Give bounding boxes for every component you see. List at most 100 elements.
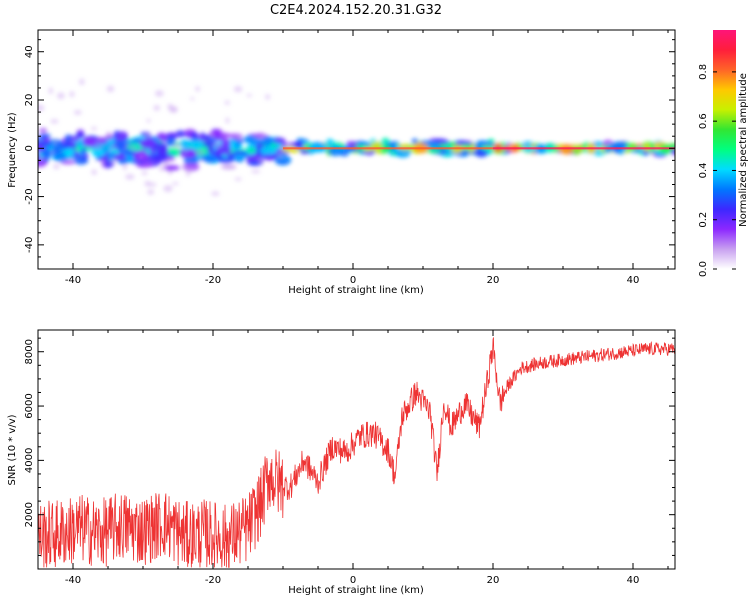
- spectrogram-cell: [141, 171, 148, 176]
- colorbar-ticks: 0.0 0.2 0.4 0.6 0.8: [698, 64, 736, 277]
- spectrogram-cell: [258, 157, 265, 165]
- spectrogram-cell: [38, 157, 45, 161]
- y-tick-label: 8000: [24, 339, 35, 364]
- x-tick-label: 0: [350, 275, 356, 286]
- spectrogram-panel: -40 -20 0 20 40 -40 -20 0 20 40 Height of straig…: [7, 29, 676, 296]
- spectrogram-cell: [152, 142, 168, 153]
- spectrogram-cell: [122, 163, 128, 171]
- spectrogram-cell: [345, 141, 358, 148]
- spectrogram-cell: [171, 181, 179, 186]
- spectrogram-cell: [95, 137, 108, 144]
- spectrogram-x-label: Height of straight line (km): [288, 285, 424, 296]
- spectrogram-cell: [254, 132, 267, 139]
- spectrogram-cell: [69, 91, 75, 98]
- colorbar-tick-label: 0.4: [698, 162, 709, 178]
- spectrogram-cell: [75, 132, 85, 139]
- y-tick-label: -20: [24, 188, 35, 204]
- spectrogram-cell: [70, 136, 80, 142]
- spectrogram-cell: [116, 131, 129, 142]
- spectrogram-cell: [139, 138, 158, 149]
- spectrogram-cell: [265, 94, 271, 100]
- y-tick-label: -40: [24, 237, 35, 253]
- spectrogram-cell: [125, 174, 135, 180]
- spectrogram-cell: [211, 191, 220, 196]
- colorbar-scale: [713, 30, 736, 269]
- spectrogram-cell: [182, 147, 188, 152]
- spectrogram-cell: [274, 143, 282, 149]
- colorbar-tick-label: 0.6: [698, 113, 709, 129]
- spectrogram-cell: [209, 132, 215, 138]
- y-tick-label: 40: [24, 45, 35, 58]
- spectrogram-cell: [426, 148, 442, 154]
- spectrogram-cell: [108, 158, 117, 165]
- spectrogram-cell: [293, 140, 304, 150]
- spectrogram-cell: [57, 92, 65, 100]
- colorbar-label: Normalized spectral amplitude: [738, 73, 749, 227]
- spectrogram-cell: [325, 138, 335, 148]
- spectrogram-cell: [38, 104, 45, 112]
- spectrogram-cell: [411, 138, 419, 145]
- snr-y-ticks: 2000 4000 6000 8000: [24, 337, 675, 570]
- spectrogram-cell: [158, 134, 168, 140]
- spectrogram-cell: [144, 180, 152, 187]
- spectrogram-cell: [146, 118, 151, 123]
- snr-x-label: Height of straight line (km): [288, 585, 424, 596]
- x-tick-label: 0: [350, 575, 356, 586]
- y-tick-label: 20: [24, 94, 35, 107]
- y-tick-label: 4000: [24, 448, 35, 473]
- spectrogram-cell: [139, 154, 144, 159]
- x-tick-label: -20: [205, 575, 221, 586]
- spectrogram-cell: [73, 110, 82, 115]
- spectrogram-cell: [147, 189, 155, 195]
- spectrogram-heatmap: [38, 78, 675, 196]
- spectrogram-cell: [52, 143, 62, 154]
- spectrogram-cell: [191, 131, 199, 141]
- spectrogram-cell: [224, 100, 230, 105]
- spectrogram-y-label: Frequency (Hz): [7, 112, 18, 188]
- spectrogram-cell: [106, 85, 115, 93]
- spectrogram-cell: [93, 144, 103, 150]
- snr-x-ticks: -40 -20 0 20 40: [37, 330, 669, 586]
- spectrogram-cell: [180, 139, 191, 148]
- spectrogram-cell: [395, 147, 411, 158]
- spectrogram-cell: [41, 148, 52, 159]
- spectrogram-cell: [475, 149, 489, 158]
- spectrogram-cell: [109, 144, 118, 149]
- spectrogram-cell: [459, 152, 468, 157]
- spectrogram-cell: [165, 132, 179, 139]
- spectrogram-cell: [80, 148, 87, 154]
- spectrogram-cell: [105, 131, 112, 136]
- spectrogram-cell: [39, 127, 48, 134]
- spectrogram-cell: [113, 154, 126, 160]
- spectrogram-cell: [233, 154, 247, 159]
- x-tick-label: 20: [487, 275, 500, 286]
- spectrogram-cell: [130, 146, 135, 152]
- spectrogram-cell: [617, 147, 625, 155]
- spectrogram-cell: [53, 138, 58, 146]
- spectrogram-cell: [50, 119, 59, 124]
- spectrogram-cell: [53, 163, 60, 170]
- colorbar-tick-label: 0.2: [698, 212, 709, 228]
- spectrogram-x-ticks: -40 -20 0 20 40: [37, 30, 669, 286]
- spectrogram-cell: [171, 108, 178, 112]
- spectrogram-y-ticks: -40 -20 0 20 40: [24, 39, 675, 270]
- spectrogram-cell: [105, 133, 113, 141]
- spectrogram-cell: [217, 153, 235, 164]
- spectrogram-cell: [172, 142, 182, 149]
- spectrogram-cell: [212, 142, 223, 149]
- spectrogram-cell: [131, 138, 143, 143]
- colorbar: 0.0 0.2 0.4 0.6 0.8 Normalized spectral ampl…: [698, 30, 749, 277]
- spectrogram-cell: [38, 136, 43, 140]
- spectrogram-cell: [64, 134, 73, 144]
- colorbar-tick-label: 0.8: [698, 64, 709, 80]
- spectrogram-cell: [246, 93, 252, 97]
- spectrogram-cell: [259, 146, 278, 155]
- spectrogram-cell: [38, 141, 52, 147]
- spectrogram-cell: [64, 147, 75, 158]
- spectrogram-cell: [163, 185, 173, 192]
- spectrogram-cell: [195, 86, 200, 92]
- snr-y-label: SNR (10 * v/v): [7, 414, 18, 485]
- spectrogram-cell: [251, 169, 261, 174]
- x-tick-label: -40: [65, 275, 81, 286]
- spectrogram-cell: [213, 128, 223, 140]
